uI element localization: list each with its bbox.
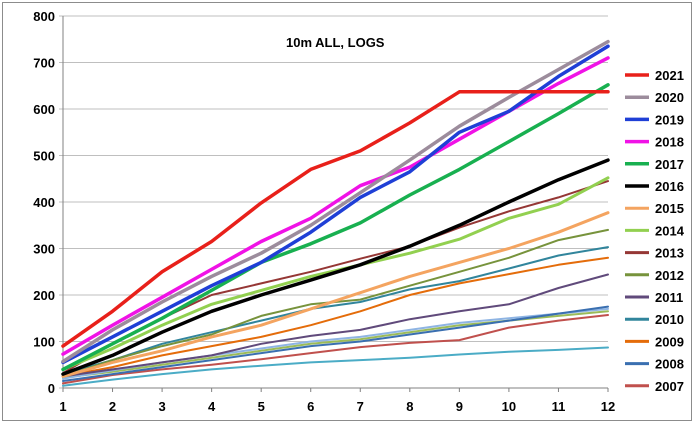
series-line-2017 (61, 83, 610, 372)
y-tick-label: 800 (33, 9, 55, 24)
series-line-2021 (61, 90, 610, 348)
series-line-2015 (61, 211, 610, 378)
series-line-unlabeled-15 (62, 346, 609, 387)
legend-label-2013: 2013 (655, 246, 684, 261)
x-tick-label: 6 (307, 399, 314, 414)
legend-label-2009: 2009 (655, 334, 684, 349)
series-line-2011 (62, 273, 609, 378)
x-tick-label: 1 (59, 399, 66, 414)
legend-label-2020: 2020 (655, 90, 684, 105)
y-tick-label: 500 (33, 149, 55, 164)
x-tick-label: 5 (258, 399, 265, 414)
legend-label-2011: 2011 (655, 290, 683, 305)
y-tick-label: 100 (33, 335, 55, 350)
series-line-2009 (62, 256, 609, 378)
series-line-2019 (61, 44, 610, 365)
series-line-2016 (61, 158, 610, 376)
legend-label-2018: 2018 (655, 135, 684, 150)
x-tick-label: 9 (456, 399, 463, 414)
series-line-2014 (61, 176, 610, 371)
series-line-2007 (62, 314, 609, 385)
y-tick-label: 0 (48, 381, 55, 396)
x-tick-label: 8 (406, 399, 413, 414)
series-line-2008 (62, 305, 609, 382)
y-tick-label: 600 (33, 102, 55, 117)
x-tick-label: 10 (502, 399, 516, 414)
x-tick-label: 7 (357, 399, 364, 414)
x-tick-label: 11 (552, 399, 566, 414)
y-tick-label: 200 (33, 288, 55, 303)
x-tick-label: 4 (208, 399, 216, 414)
x-tick-label: 3 (158, 399, 165, 414)
legend-label-2016: 2016 (655, 179, 684, 194)
legend-label-2019: 2019 (655, 112, 684, 127)
chart-area: 0 100 200 300 400 500 600 700 800 1 2 3 4 5 6 7 8 9 10 11 12… (2, 2, 692, 421)
x-tick-label: 12 (601, 399, 615, 414)
legend-label-2012: 2012 (655, 268, 684, 283)
y-tick-label: 400 (33, 195, 55, 210)
legend-label-2010: 2010 (655, 312, 684, 327)
legend-label-2008: 2008 (655, 357, 684, 372)
legend-label-2015: 2015 (655, 201, 684, 216)
legend-label-2021: 2021 (655, 68, 684, 83)
legend-label-2017: 2017 (655, 157, 684, 172)
y-tick-label: 700 (33, 56, 55, 71)
x-tick-label: 2 (109, 399, 116, 414)
legend-label-2014: 2014 (655, 223, 685, 238)
legend-label-2007: 2007 (655, 379, 684, 394)
series-line-2010 (62, 246, 609, 376)
y-tick-label: 300 (33, 242, 55, 257)
chart-title: 10m ALL, LOGS (286, 35, 385, 50)
